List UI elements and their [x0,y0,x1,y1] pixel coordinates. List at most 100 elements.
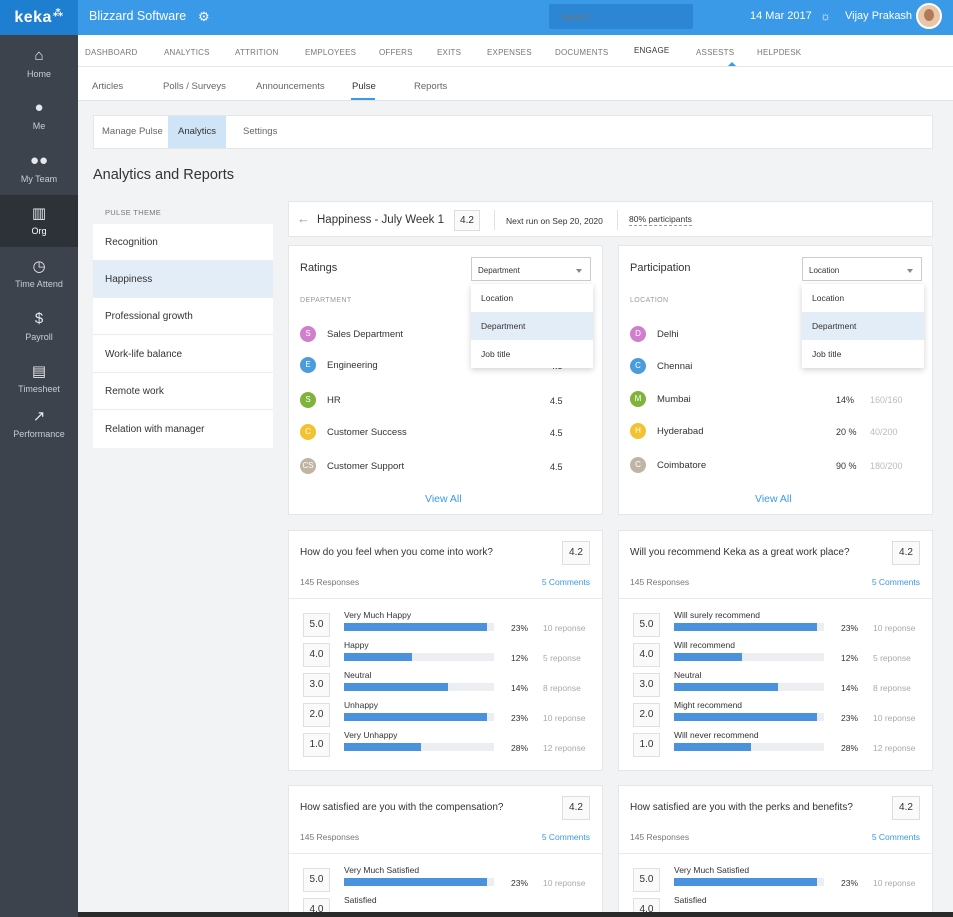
answer-option-row[interactable]: 2.0 Unhappy 23% 10 reponse [303,700,593,729]
option-response-count: 8 reponse [873,683,911,693]
nav-assests[interactable]: ASSESTS [696,48,735,57]
option-label: Neutral [674,670,702,680]
tab-articles[interactable]: Articles [92,81,124,92]
sidebar-item-me[interactable]: ● Me [0,99,78,131]
sidebar-item-performance[interactable]: ↗ Performance [0,407,78,439]
theme-item-work-life-balance[interactable]: Work-life balance [93,336,273,373]
participation-option-location[interactable]: Location [812,293,845,303]
gear-icon[interactable]: ⚙ [198,9,210,24]
comments-link[interactable]: 5 Comments [541,577,590,587]
comments-link[interactable]: 5 Comments [871,832,920,842]
sidebar-item-home[interactable]: ⌂ Home [0,47,78,79]
divider [617,210,618,230]
tab-pulse[interactable]: Pulse [352,81,376,92]
nav-dashboard[interactable]: DASHBOARD [85,48,138,57]
participation-row[interactable]: C Chennai [630,358,920,378]
tab-reports[interactable]: Reports [414,81,448,92]
nav-expenses[interactable]: EXPENSES [487,48,532,57]
theme-item-remote-work[interactable]: Remote work [93,373,273,410]
ratings-option-job-title[interactable]: Job title [481,349,511,359]
nav-exits[interactable]: EXITS [437,48,462,57]
location-avatar: H [630,423,646,439]
option-label: Will recommend [674,640,735,650]
sidebar-item-org[interactable]: ▥ Org [0,195,78,247]
answer-option-row[interactable]: 1.0 Will never recommend 28% 12 reponse [633,730,923,759]
user-name[interactable]: Vijay Prakash [845,10,913,22]
participation-group-select[interactable]: Location [802,257,922,281]
sidebar-item-time-attend[interactable]: ◷ Time Attend [0,257,78,289]
option-response-count: 12 reponse [543,743,586,753]
ratings-option-department[interactable]: Department [471,312,593,340]
keka-logo[interactable]: keka ⁂ [0,0,78,35]
divider [289,853,602,854]
participants-link[interactable]: 80% participants [629,214,692,226]
location-name: Chennai [657,361,693,372]
participation-option-department[interactable]: Department [802,312,924,340]
nav-employees[interactable]: EMPLOYEES [305,48,357,57]
nav-analytics[interactable]: ANALYTICS [164,48,210,57]
sun-icon[interactable]: ☼ [820,9,831,23]
participation-row[interactable]: C Coimbatore 90 % 180/200 [630,457,920,477]
search-input[interactable] [549,4,693,29]
participation-option-job-title[interactable]: Job title [812,349,842,359]
participation-row[interactable]: M Mumbai 14% 160/160 [630,391,920,411]
nav-attrition[interactable]: ATTRITION [235,48,279,57]
answer-option-row[interactable]: 5.0 Very Much Happy 23% 10 reponse [303,610,593,639]
tab-settings[interactable]: Settings [243,126,278,137]
ratings-view-all-link[interactable]: View All [425,493,462,505]
sidebar-item-timesheet[interactable]: ▤ Timesheet [0,362,78,394]
option-score: 4.0 [303,643,330,667]
comments-link[interactable]: 5 Comments [541,832,590,842]
company-name[interactable]: Blizzard Software [89,9,187,23]
theme-item-happiness[interactable]: Happiness [93,261,273,298]
theme-item-recognition[interactable]: Recognition [93,224,273,261]
participation-card: Participation Location Location Departme… [618,245,933,515]
ratings-group-select[interactable]: Department [471,257,591,281]
rating-row[interactable]: C Customer Success 4.5 [300,424,590,444]
chevron-down-icon [907,269,913,273]
nav-engage[interactable]: ENGAGE [634,46,670,55]
answer-option-row[interactable]: 4.0 Happy 12% 5 reponse [303,640,593,669]
tab-announcements[interactable]: Announcements [256,81,325,92]
tab-analytics[interactable]: Analytics [168,116,226,148]
answer-option-row[interactable]: 5.0 Will surely recommend 23% 10 reponse [633,610,923,639]
sidebar-item-my-team[interactable]: ●● My Team [0,152,78,184]
option-label: Satisfied [344,895,377,905]
question-score-badge: 4.2 [562,796,590,820]
avatar[interactable] [916,3,942,29]
answer-option-row[interactable]: 3.0 Neutral 14% 8 reponse [633,670,923,699]
comments-link[interactable]: 5 Comments [871,577,920,587]
tab-manage-pulse[interactable]: Manage Pulse [102,126,163,137]
participation-row[interactable]: H Hyderabad 20 % 40/200 [630,423,920,443]
nav-helpdesk[interactable]: HELPDESK [757,48,802,57]
bottom-scrollbar[interactable] [78,912,953,917]
option-response-count: 10 reponse [873,623,916,633]
tab-polls-surveys[interactable]: Polls / Surveys [163,81,226,92]
nav-offers[interactable]: OFFERS [379,48,413,57]
option-score: 3.0 [633,673,660,697]
participation-row[interactable]: D Delhi [630,326,920,346]
answer-option-row[interactable]: 5.0 Very Much Satisfied 23% 10 reponse [633,865,923,894]
option-label: Very Much Happy [344,610,412,620]
back-arrow-icon[interactable]: ← [297,211,310,226]
answer-option-row[interactable]: 3.0 Neutral 14% 8 reponse [303,670,593,699]
location-avatar: C [630,457,646,473]
option-label: Happy [344,640,369,650]
option-response-count: 10 reponse [543,623,586,633]
divider [619,853,932,854]
clipboard-icon: ▤ [31,363,47,380]
answer-option-row[interactable]: 1.0 Very Unhappy 28% 12 reponse [303,730,593,759]
answer-option-row[interactable]: 4.0 Will recommend 12% 5 reponse [633,640,923,669]
nav-documents[interactable]: DOCUMENTS [555,48,609,57]
question-card: How satisfied are you with the compensat… [288,785,603,917]
participation-view-all-link[interactable]: View All [755,493,792,505]
answer-option-row[interactable]: 5.0 Very Much Satisfied 23% 10 reponse [303,865,593,894]
rating-row[interactable]: S HR 4.5 [300,392,590,412]
ratings-option-location[interactable]: Location [481,293,514,303]
theme-item-professional-growth[interactable]: Professional growth [93,298,273,335]
active-tab-underline [351,98,375,100]
rating-row[interactable]: CS Customer Support 4.5 [300,458,590,478]
answer-option-row[interactable]: 2.0 Might recommend 23% 10 reponse [633,700,923,729]
sidebar-item-payroll[interactable]: $ Payroll [0,310,78,342]
theme-item-relation-with-manager[interactable]: Relation with manager [105,424,205,435]
